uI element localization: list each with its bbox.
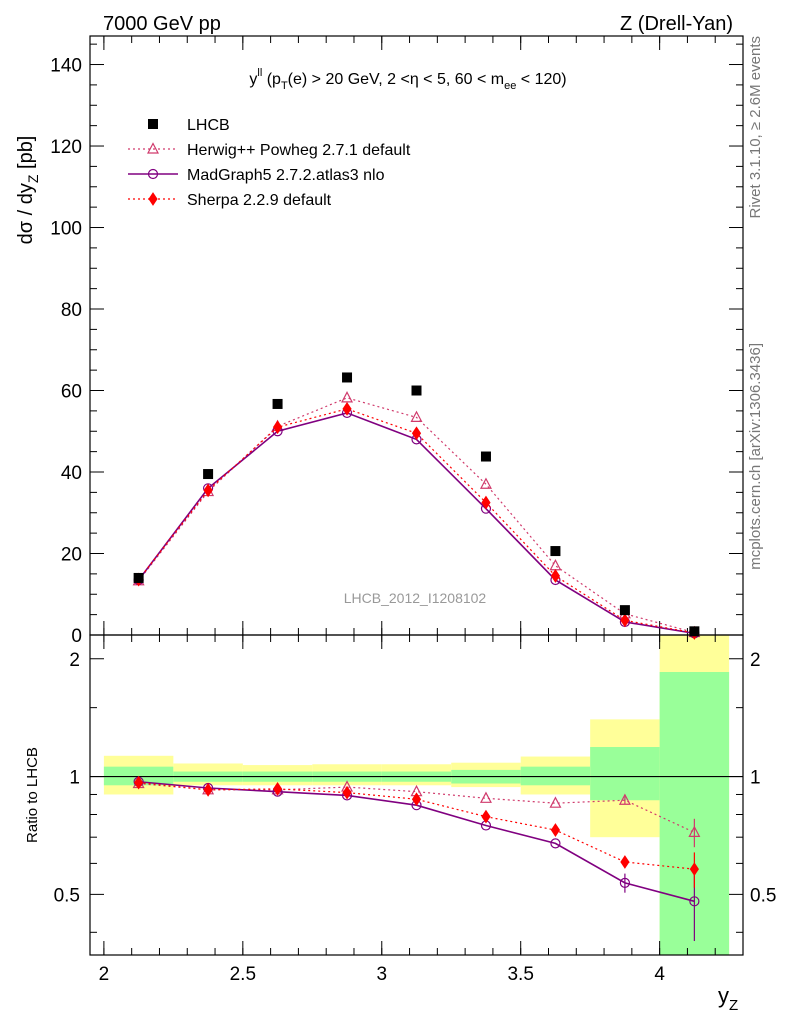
series-line-main — [138, 408, 695, 634]
title-sub-ee: ee — [504, 80, 516, 92]
legend-label: Herwig++ Powheg 2.7.1 default — [187, 142, 411, 159]
x-axis-label: yZ — [718, 983, 738, 1014]
legend-marker — [148, 192, 158, 206]
series-point-main — [481, 495, 491, 510]
legend-marker — [147, 142, 159, 154]
ratio-panel-frame — [89, 634, 744, 956]
y-tick-label: 80 — [61, 300, 82, 321]
y-tick-label: 60 — [61, 382, 82, 403]
series-point-ratio — [481, 809, 491, 824]
y-label-sub: Z — [25, 174, 41, 183]
series-point-ratio — [688, 825, 701, 838]
title-part-c: (e) > 20 GeV, 2 <η < 5, 60 < m — [288, 71, 504, 88]
header-energy: 7000 GeV pp — [103, 13, 221, 35]
x-label-main: y — [718, 983, 729, 1008]
ratio-band-inner — [590, 747, 660, 801]
plot-title: yll (pT(e) > 20 GeV, 2 <η < 5, 60 < mee … — [249, 67, 566, 92]
series-point-ratio — [272, 781, 283, 796]
ratio-tick-label-right: 0.5 — [750, 885, 776, 906]
series-point-ratio — [550, 823, 561, 837]
series-point-ratio — [689, 896, 700, 907]
lhcb-data-point — [480, 451, 491, 462]
ratio-tick-label-right: 1 — [750, 768, 761, 789]
ratio-tick-label: 0.5 — [54, 885, 80, 906]
series-point-ratio — [619, 877, 631, 888]
y-axis-label: dσ / dyZ [pb] — [15, 136, 41, 245]
lhcb-data-point — [619, 605, 630, 616]
lhcb-data-point — [411, 385, 422, 396]
legend: LHCB Herwig++ Powheg 2.7.1 default MadGrap… — [128, 117, 411, 209]
y-tick-label: 20 — [61, 545, 82, 566]
series-point-ratio — [203, 782, 213, 797]
series-point-ratio — [689, 862, 699, 877]
x-tick-label: 2 — [99, 964, 110, 985]
header-process: Z (Drell-Yan) — [620, 13, 733, 35]
series-point-main — [550, 569, 561, 583]
legend-label: MadGraph5 2.7.2.atlas3 nlo — [187, 167, 385, 184]
x-tick-label: 3 — [376, 964, 387, 985]
series-point-ratio — [550, 838, 561, 849]
title-part-a: y — [249, 71, 257, 88]
lhcb-data-point — [203, 469, 214, 480]
y-label-unit: [pb] — [15, 136, 37, 175]
series-point-ratio — [479, 791, 492, 803]
series-point-ratio — [618, 793, 631, 805]
lhcb-data-point — [342, 372, 353, 383]
title-sup: ll — [257, 67, 262, 79]
title-part-d: < 120) — [516, 71, 566, 88]
series-point-ratio — [134, 775, 144, 790]
series-point-main — [342, 401, 352, 416]
series-point-main — [410, 410, 423, 423]
x-label-sub: Z — [729, 997, 738, 1014]
legend-marker — [147, 168, 159, 180]
x-tick-label: 2.5 — [230, 964, 256, 985]
x-tick-label: 3.5 — [507, 964, 533, 985]
series-point-main — [411, 426, 422, 441]
series-point-main — [341, 391, 354, 403]
series-line-main — [138, 397, 695, 634]
plot-series — [132, 372, 701, 942]
series-line-ratio — [138, 782, 695, 870]
ratio-tick-label: 2 — [69, 650, 80, 671]
series-point-main — [203, 483, 213, 498]
series-point-main — [620, 613, 630, 628]
lhcb-data-point — [550, 546, 561, 557]
title-part-b: (p — [262, 71, 281, 88]
series-point-ratio — [549, 796, 562, 808]
lhcb-data-point — [689, 626, 700, 637]
series-point-ratio — [342, 785, 352, 800]
title-sub-t: T — [281, 80, 288, 92]
legend-label-lhcb: LHCB — [187, 117, 230, 134]
ratio-y-axis-label: Ratio to LHCB — [24, 747, 41, 843]
mcplots-reference: mcplots.cern.ch [arXiv:1306.3436] — [747, 343, 764, 570]
x-tick-label: 4 — [654, 964, 665, 985]
watermark: LHCB_2012_I1208102 — [344, 590, 487, 606]
legend-label: Sherpa 2.2.9 default — [187, 192, 332, 209]
y-tick-label: 0 — [71, 626, 82, 647]
rivet-version: Rivet 3.1.10, ≥ 2.6M events — [747, 36, 764, 219]
series-point-main — [549, 558, 562, 571]
y-label-main: dσ / dy — [15, 183, 37, 244]
lhcb-data-point — [272, 398, 283, 409]
ratio-tick-label-right: 2 — [750, 650, 761, 671]
legend-marker-lhcb — [148, 119, 158, 129]
y-tick-label: 140 — [50, 56, 82, 77]
series-point-main — [272, 420, 283, 435]
y-tick-label: 120 — [50, 137, 82, 158]
series-point-ratio — [411, 792, 422, 807]
lhcb-data-point — [133, 572, 144, 583]
series-point-main — [479, 477, 492, 489]
ratio-tick-label: 1 — [69, 768, 80, 789]
ratio-uncertainty-bands — [90, 635, 743, 955]
series-point-ratio — [620, 855, 630, 869]
y-tick-label: 100 — [50, 219, 82, 240]
y-tick-label: 40 — [61, 463, 82, 484]
